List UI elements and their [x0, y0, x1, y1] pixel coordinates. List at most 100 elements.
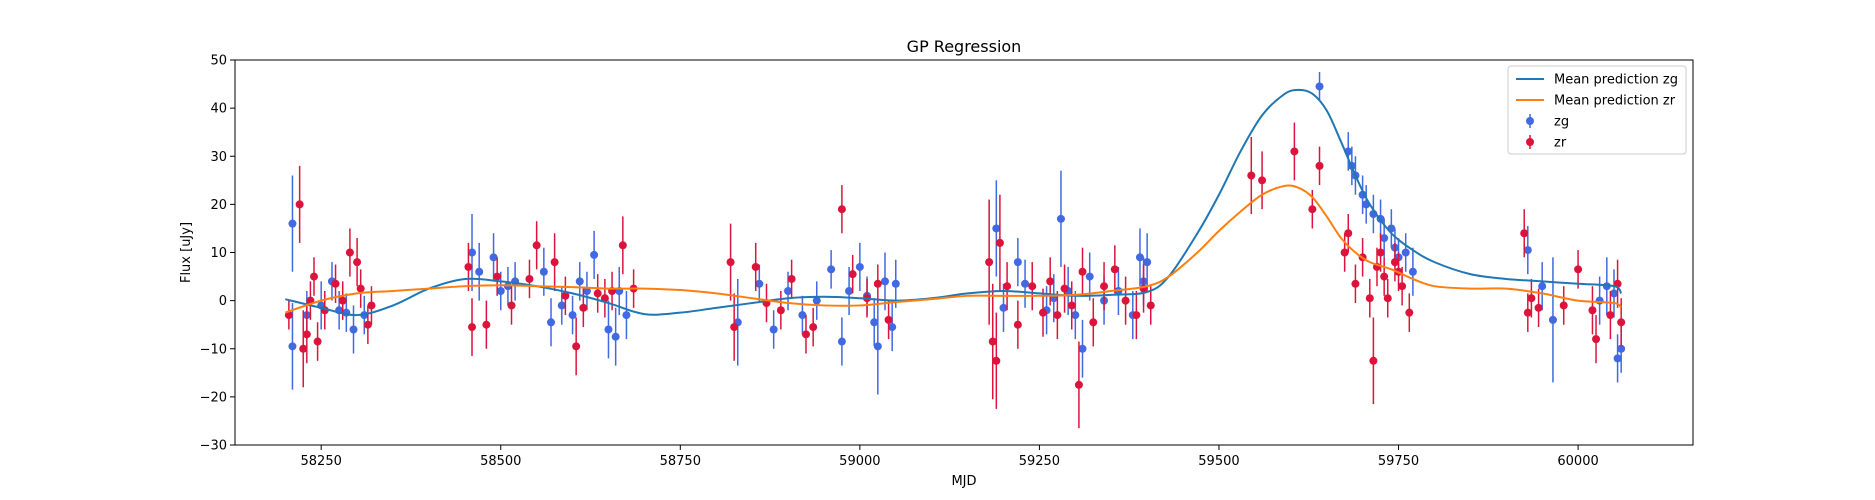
data-point — [1617, 344, 1626, 353]
data-point — [1053, 311, 1062, 320]
data-point — [349, 325, 358, 334]
x-tick-label: 59000 — [839, 454, 880, 469]
data-point — [848, 270, 857, 279]
data-point — [363, 320, 372, 329]
data-point — [532, 241, 541, 250]
data-point — [295, 200, 304, 209]
data-point — [611, 332, 620, 341]
data-point — [1056, 214, 1065, 223]
data-point — [1258, 176, 1267, 185]
data-point — [1247, 171, 1256, 180]
data-point — [1548, 315, 1557, 324]
legend-entry-label: Mean prediction zr — [1554, 94, 1676, 109]
data-point — [575, 277, 584, 286]
legend-entry-label: zr — [1554, 136, 1567, 151]
y-tick-label: −20 — [200, 390, 227, 405]
data-point — [1003, 282, 1012, 291]
series-layer — [284, 72, 1626, 429]
data-point — [622, 311, 631, 320]
data-point — [809, 323, 818, 332]
data-point — [812, 296, 821, 305]
data-point — [539, 267, 548, 276]
data-point — [604, 325, 613, 334]
data-point — [572, 342, 581, 351]
legend-box — [1507, 65, 1687, 155]
data-point — [1089, 318, 1098, 327]
data-point — [568, 311, 577, 320]
data-point — [482, 320, 491, 329]
data-point — [992, 224, 1001, 233]
data-point — [1110, 265, 1119, 274]
data-point — [1401, 248, 1410, 257]
data-point — [751, 262, 760, 271]
data-point — [873, 342, 882, 351]
legend-marker-swatch — [1526, 117, 1534, 125]
y-tick-label: −30 — [200, 439, 227, 454]
series-zg-points — [288, 72, 1626, 395]
data-point — [1315, 161, 1324, 170]
data-point — [1028, 282, 1037, 291]
legend-entry-label: Mean prediction zg — [1554, 73, 1678, 88]
data-point — [468, 248, 477, 257]
data-point — [1574, 265, 1583, 274]
data-point — [1013, 258, 1022, 267]
data-point — [1408, 267, 1417, 276]
data-point — [353, 258, 362, 267]
data-point — [468, 323, 477, 332]
data-point — [827, 265, 836, 274]
data-point — [507, 301, 516, 310]
x-tick-label: 59500 — [1198, 454, 1239, 469]
data-point — [496, 287, 505, 295]
data-point — [1538, 282, 1547, 291]
data-point — [985, 258, 994, 267]
data-point — [288, 342, 297, 351]
data-point — [1606, 311, 1615, 320]
data-point — [1398, 282, 1407, 291]
legend-entry-label: zg — [1554, 115, 1569, 130]
data-point — [873, 279, 882, 288]
data-point — [1121, 296, 1130, 305]
x-tick-label: 60000 — [1557, 454, 1598, 469]
data-point — [784, 287, 793, 295]
data-point — [1609, 289, 1618, 298]
data-point — [801, 330, 810, 339]
data-point — [891, 279, 900, 288]
data-point — [367, 301, 376, 310]
data-point — [313, 337, 322, 346]
y-tick-label: 0 — [219, 294, 227, 309]
data-point — [288, 219, 297, 228]
y-tick-label: 20 — [210, 198, 227, 213]
data-point — [1074, 380, 1083, 389]
data-point — [489, 253, 498, 262]
data-point — [884, 315, 893, 324]
data-point — [1067, 301, 1076, 310]
data-point — [1520, 229, 1529, 238]
data-point — [837, 205, 846, 214]
legend-marker-swatch — [1526, 138, 1534, 146]
series-line-mean-prediction-zr — [284, 184, 1622, 314]
data-point — [579, 303, 588, 312]
data-point — [1132, 311, 1141, 320]
data-point — [870, 318, 879, 327]
data-point — [1146, 301, 1155, 310]
data-point — [1559, 301, 1568, 310]
x-tick-label: 59250 — [1019, 454, 1060, 469]
data-point — [726, 258, 735, 267]
data-point — [593, 289, 602, 298]
y-tick-label: 40 — [210, 102, 227, 117]
data-point — [880, 277, 889, 286]
data-point — [1369, 356, 1378, 365]
data-point — [992, 356, 1001, 365]
data-point — [1078, 267, 1087, 276]
plot-area — [235, 60, 1693, 445]
series-zr-points — [284, 122, 1626, 429]
data-point — [1078, 344, 1087, 353]
x-axis: 58250 58500 58750 59000 59250 59500 59750 60000 — [301, 445, 1599, 469]
data-point — [1308, 205, 1317, 214]
y-tick-label: −10 — [200, 342, 227, 357]
legend: Mean prediction zg Mean prediction zr zg zr — [1507, 65, 1687, 155]
data-point — [845, 287, 854, 295]
data-point — [1588, 306, 1597, 315]
data-point — [493, 272, 502, 281]
